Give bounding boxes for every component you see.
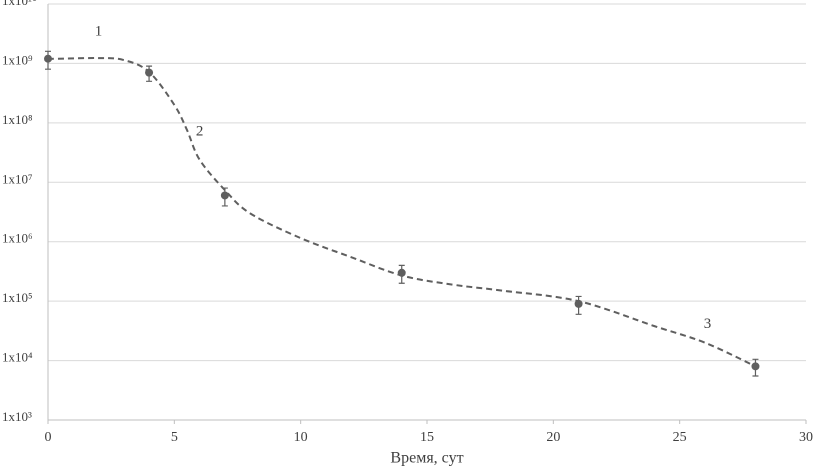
annotation: 1 [95,23,103,39]
data-point [397,268,406,277]
y-tick-label: 1x10⁹ [2,52,33,67]
annotation: 2 [196,124,204,140]
x-tick-label: 15 [420,430,434,445]
y-tick-label: 1x10⁵ [2,290,33,305]
y-tick-label: 1x10⁶ [2,231,33,246]
y-tick-label: 1x10¹⁰ [2,0,37,8]
x-tick-label: 20 [546,430,560,445]
x-tick-label: 30 [799,430,813,445]
y-tick-label: 1x10⁷ [2,171,33,186]
data-point [44,54,52,63]
annotation: 3 [704,316,712,332]
x-tick-label: 0 [45,430,52,445]
y-tick-label: 1x10⁴ [2,350,33,365]
data-point [574,299,583,308]
data-point [145,68,154,77]
data-point [220,191,229,200]
data-point [751,362,760,371]
y-tick-label: 1x10³ [2,409,32,424]
x-tick-label: 25 [673,430,687,445]
x-tick-label: 10 [294,430,308,445]
x-axis-title: Время, сут [390,450,463,467]
y-tick-label: 1x10⁸ [2,112,33,127]
trend-line [47,57,756,368]
x-tick-label: 5 [171,430,178,445]
